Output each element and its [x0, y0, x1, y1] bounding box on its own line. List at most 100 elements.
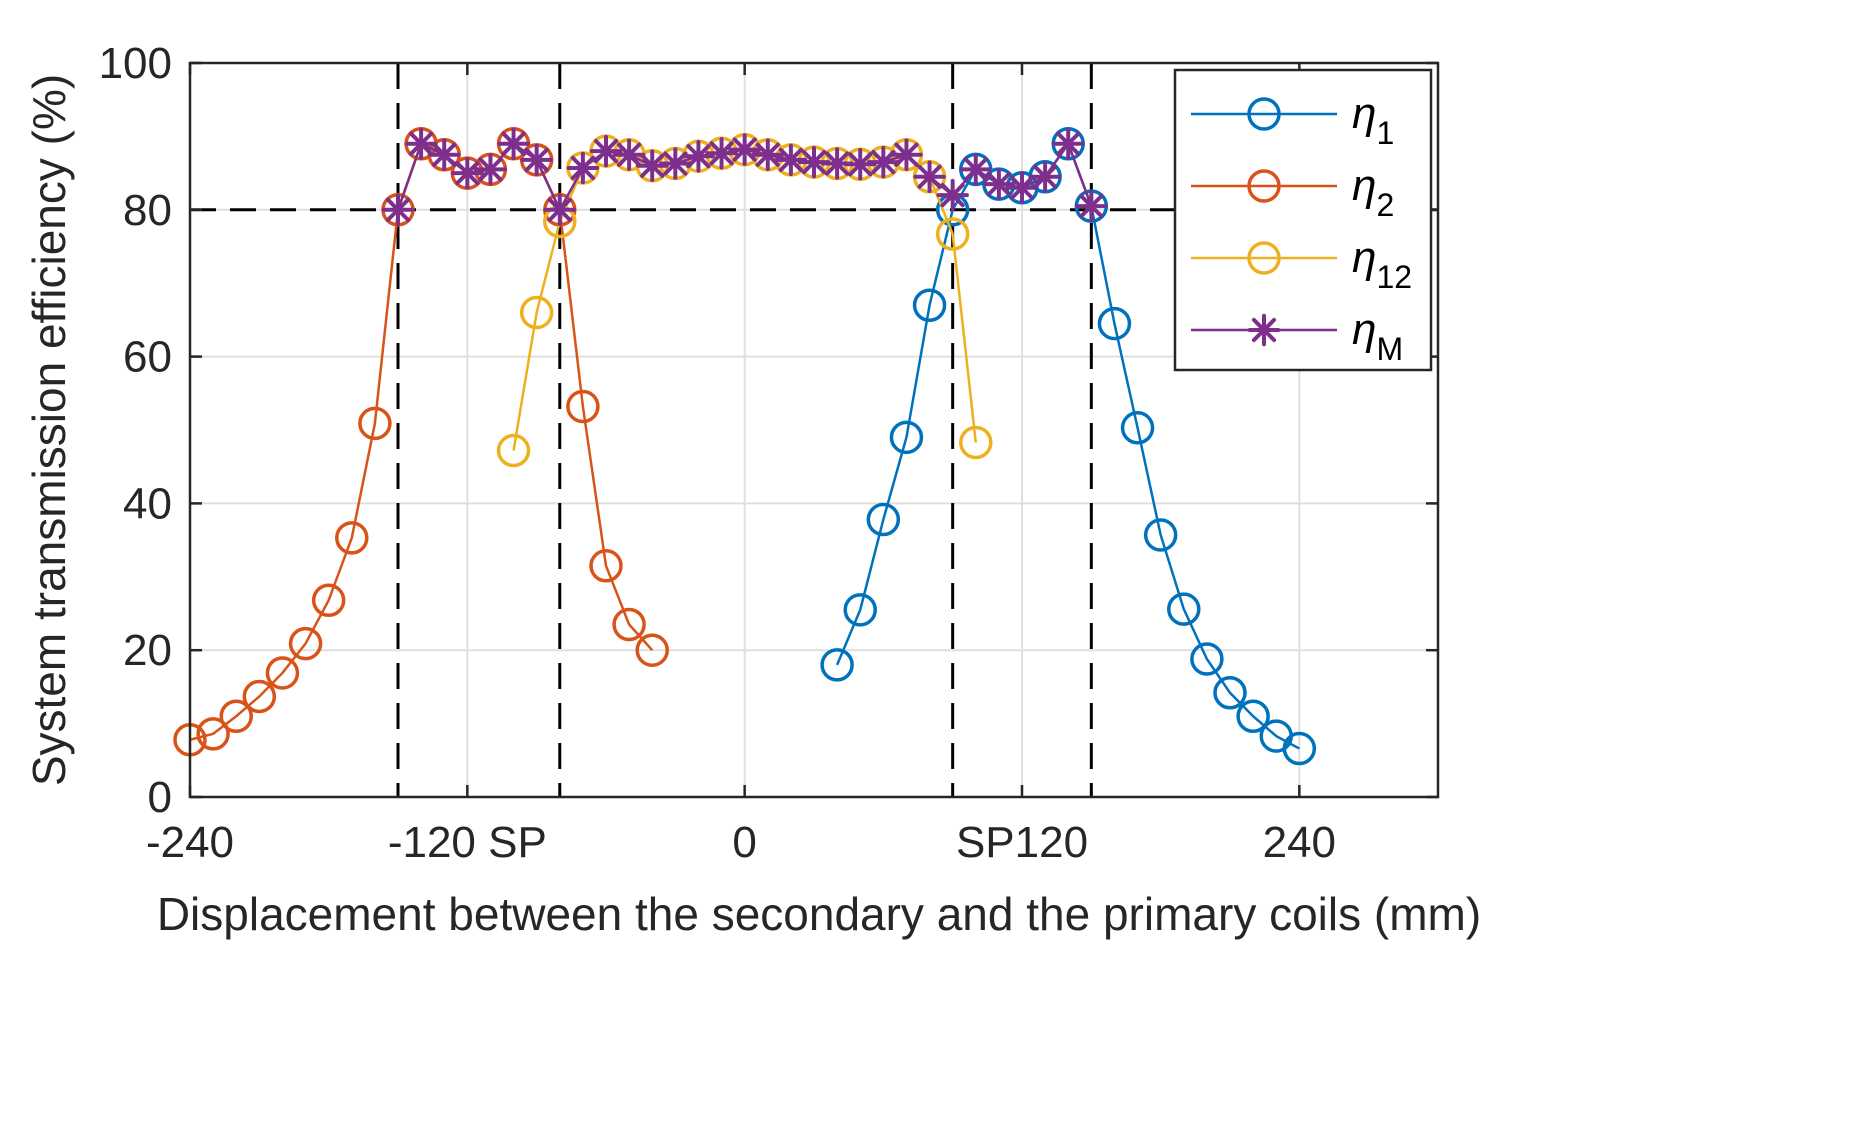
legend-subscript: M [1376, 331, 1403, 367]
data-point [381, 193, 415, 227]
asterisk-stroke [593, 139, 619, 164]
data-point [867, 145, 900, 179]
data-point [1005, 171, 1039, 205]
asterisk-stroke [501, 131, 526, 156]
asterisk-stroke [617, 142, 642, 167]
y-tick-label: 20 [123, 626, 172, 675]
data-point [1097, 306, 1132, 341]
data-point [705, 137, 738, 170]
asterisk-stroke [524, 147, 549, 172]
data-point [1167, 592, 1201, 626]
data-point [843, 148, 877, 181]
data-point [843, 593, 877, 627]
legend-subscript: 2 [1376, 187, 1394, 223]
data-point [1247, 313, 1281, 347]
data-point [496, 433, 531, 468]
data-point [912, 288, 947, 322]
asterisk-stroke [917, 164, 942, 189]
asterisk-stroke [385, 197, 411, 222]
asterisk-stroke [894, 142, 919, 167]
data-point [1247, 97, 1281, 131]
asterisk-stroke [640, 153, 665, 178]
data-point [451, 156, 484, 190]
axes: 0 20 40 60 80 100 -240 -120 SP 0 SP120 240 [99, 39, 1440, 867]
data-point [358, 406, 392, 441]
data-point [751, 138, 785, 171]
data-point [1247, 241, 1281, 275]
data-point [404, 127, 438, 160]
data-point [889, 420, 924, 455]
asterisk-stroke [871, 150, 896, 175]
data-point [935, 217, 970, 251]
asterisk-stroke [778, 147, 803, 172]
data-point [866, 502, 901, 537]
y-tick-label: 40 [123, 479, 172, 528]
data-point [659, 147, 692, 180]
legend-subscript: 1 [1376, 115, 1394, 151]
data-point [1143, 518, 1178, 552]
data-point [774, 143, 808, 177]
data-point [682, 139, 715, 173]
legend-subscript: 12 [1376, 259, 1412, 295]
data-point [335, 521, 369, 555]
asterisk-stroke [1033, 164, 1058, 189]
legend-box [1173, 68, 1433, 372]
y-axis-label: System transmission efficiency (%) [23, 74, 75, 786]
asterisk-stroke [848, 152, 873, 177]
data-point [265, 656, 300, 690]
asterisk-stroke [801, 150, 827, 175]
data-point [936, 178, 969, 212]
asterisk-stroke [709, 141, 734, 166]
asterisk-stroke [455, 161, 480, 186]
data-point [1213, 676, 1247, 710]
data-point [1028, 160, 1062, 194]
data-point [519, 295, 554, 330]
data-point [890, 138, 923, 171]
data-point [219, 699, 253, 734]
data-point [427, 138, 461, 171]
data-point [242, 679, 277, 714]
asterisk-stroke [570, 155, 595, 181]
data-point [1282, 731, 1317, 766]
asterisk-stroke [986, 172, 1011, 197]
asterisk-stroke [940, 183, 965, 208]
data-point [635, 149, 669, 183]
data-point [196, 717, 230, 751]
data-point [959, 153, 993, 186]
x-tick-label: -240 [146, 818, 234, 867]
data-point [311, 583, 346, 618]
data-point [612, 607, 646, 642]
data-point [589, 549, 623, 583]
y-tick-label: 0 [148, 773, 172, 822]
asterisk-stroke [963, 157, 988, 182]
data-point [497, 127, 530, 160]
asterisk-stroke [1009, 175, 1035, 200]
data-point [1075, 189, 1108, 223]
data-point [288, 626, 323, 661]
data-point [913, 160, 946, 194]
asterisk-stroke [432, 142, 457, 167]
legend-item: ηM [1191, 305, 1403, 367]
data-series [173, 126, 1317, 766]
y-tick-label: 60 [123, 333, 172, 382]
series-M [381, 127, 1108, 227]
data-point [820, 648, 854, 682]
asterisk-stroke [1056, 131, 1081, 156]
data-point [1236, 699, 1270, 734]
data-point [1247, 169, 1281, 203]
x-tick-label: 240 [1263, 818, 1336, 867]
asterisk-stroke [1251, 317, 1277, 343]
x-tick-label: SP120 [956, 818, 1088, 867]
data-point [589, 134, 623, 168]
asterisk-stroke [547, 197, 572, 222]
x-axis-label: Displacement between the secondary and t… [157, 888, 1481, 940]
data-point [566, 151, 600, 185]
asterisk-stroke [732, 137, 757, 162]
asterisk-stroke [409, 131, 434, 156]
asterisk-stroke [478, 157, 503, 182]
asterisk-stroke [825, 151, 850, 176]
data-point [1051, 127, 1085, 160]
data-point [474, 153, 507, 186]
